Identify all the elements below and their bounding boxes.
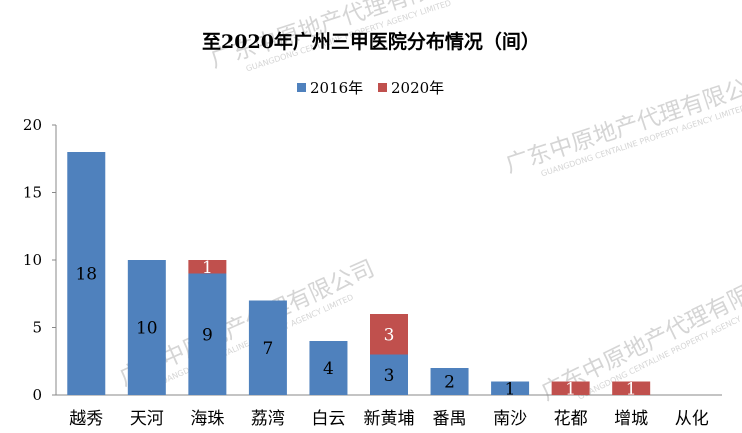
data-label: 3 (384, 325, 395, 345)
bar-s2 (188, 260, 227, 274)
data-label: 3 (384, 366, 395, 386)
x-tick-label: 海珠 (190, 409, 224, 429)
bar-s1 (491, 381, 530, 395)
x-tick-label: 花都 (554, 409, 588, 429)
x-tick-label: 越秀 (69, 409, 103, 429)
data-label: 10 (136, 319, 158, 339)
y-tick-label: 20 (23, 116, 42, 134)
bar-s1 (370, 354, 408, 395)
bar-s2 (551, 381, 590, 395)
legend-label-1: 2016年 (310, 79, 363, 97)
bars (67, 152, 651, 395)
bar-s1 (127, 260, 166, 395)
x-tick-label: 荔湾 (251, 409, 285, 429)
x-tick-label: 新黄埔 (364, 409, 415, 429)
y-tick-label: 15 (23, 184, 42, 202)
bar-s1 (309, 341, 348, 395)
x-tick-label: 白云 (311, 409, 345, 429)
data-label: 9 (202, 325, 213, 345)
legend-swatch-1 (297, 83, 306, 92)
y-axis: 0 5 10 15 20 (23, 116, 57, 404)
data-label: 1 (505, 379, 516, 399)
x-tick-label: 天河 (130, 409, 164, 429)
x-tick-label: 番禺 (433, 409, 467, 429)
x-tick-label: 南沙 (493, 409, 527, 429)
data-label: 1 (626, 379, 637, 399)
data-labels: 18 10 9 1 7 4 3 3 2 1 1 1 (75, 258, 636, 400)
legend-swatch-2 (378, 83, 387, 92)
data-label: 1 (565, 379, 576, 399)
bar-s1 (188, 273, 227, 395)
chart-title: 至2020年广州三甲医院分布情况（间） (202, 30, 540, 53)
x-tick-label: 从化 (675, 409, 709, 429)
bar-s2 (612, 381, 651, 395)
x-tick-label: 增城 (614, 409, 648, 429)
y-tick-label: 10 (23, 251, 42, 269)
data-label: 4 (323, 359, 334, 379)
y-tick-label: 0 (32, 386, 42, 404)
y-tick-label: 5 (32, 319, 42, 337)
data-label: 18 (75, 265, 97, 285)
x-axis: 越秀 天河 海珠 荔湾 白云 新黄埔 番禺 南沙 花都 增城 从化 (56, 394, 722, 429)
data-label: 2 (444, 373, 455, 393)
data-label: 7 (262, 339, 273, 359)
bar-s1 (248, 300, 287, 395)
data-label: 1 (202, 258, 213, 278)
bar-s1 (430, 368, 469, 395)
bar-s2 (370, 314, 408, 355)
bar-s1 (67, 152, 106, 395)
legend: 2016年 2020年 (297, 79, 444, 97)
legend-label-2: 2020年 (391, 79, 444, 97)
